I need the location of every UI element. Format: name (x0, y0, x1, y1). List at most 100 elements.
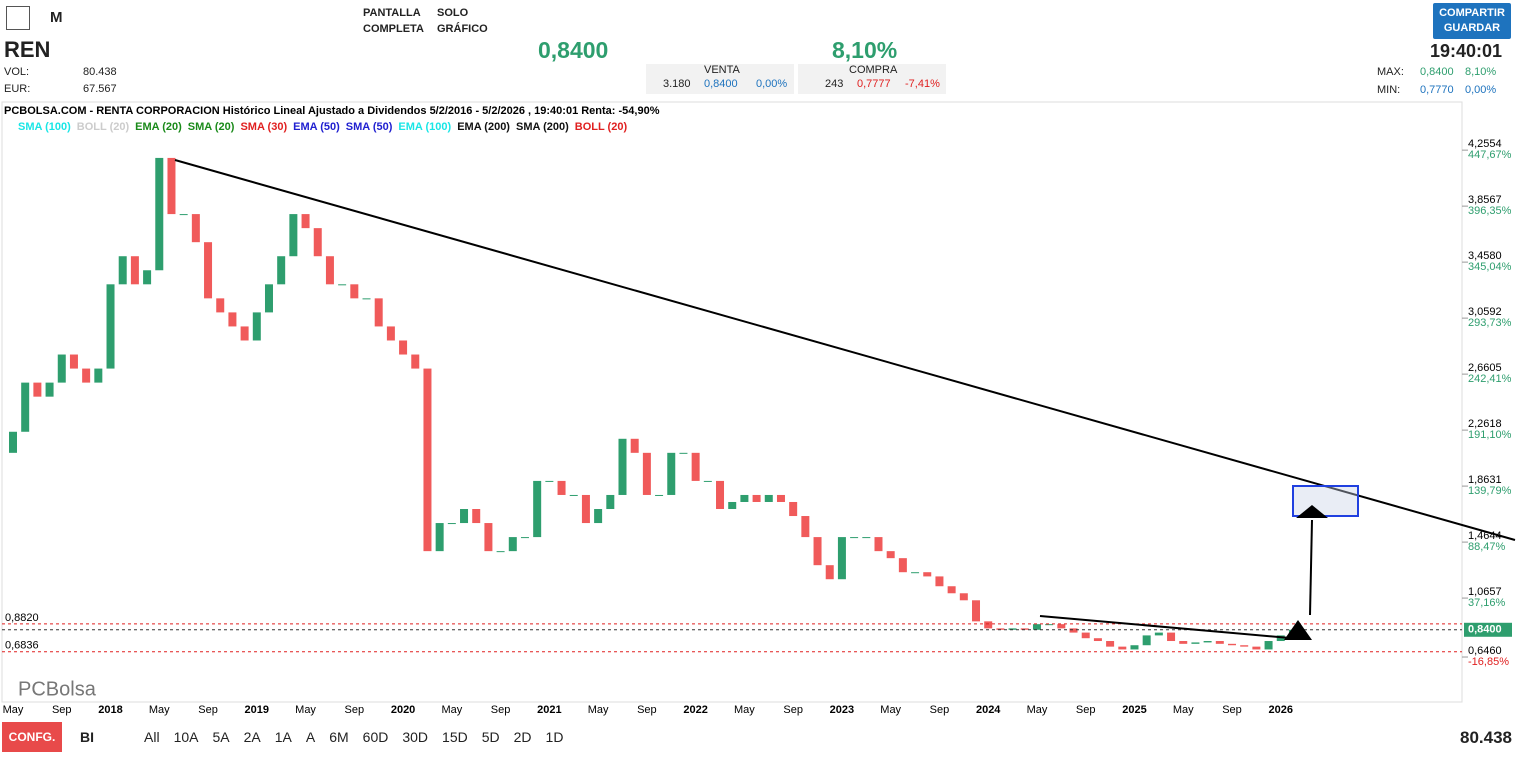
vol: 80.438 (83, 66, 117, 78)
x-tick-label: 2023 (830, 704, 854, 716)
range-button[interactable]: A (305, 729, 316, 745)
y-tick-pct: -16,85% (1468, 656, 1509, 668)
legend-entry: BOLL (20) (77, 121, 130, 133)
y-tick-pct: 447,67% (1468, 149, 1512, 161)
sell-box (646, 64, 794, 94)
candle (1057, 624, 1066, 629)
x-tick-label: May (1027, 704, 1048, 716)
label: SOLO (437, 7, 469, 19)
range-button[interactable]: All (144, 729, 160, 745)
candle (1252, 646, 1261, 650)
y-tick-label: 2,6605 (1468, 362, 1502, 374)
y-tick-pct: 191,10% (1468, 429, 1512, 441)
candle (642, 452, 651, 495)
candle (850, 537, 859, 539)
range-button[interactable]: 2A (243, 729, 261, 745)
candle (1045, 624, 1054, 626)
sell-pct: 0,00% (756, 78, 788, 90)
buy-volume: 243 (825, 78, 844, 90)
legend-entry: EMA (200) (457, 121, 510, 133)
candle (1118, 646, 1127, 650)
candle (240, 326, 249, 341)
range-button[interactable]: 5A (212, 729, 230, 745)
period-button[interactable]: M (50, 9, 63, 26)
candle (191, 214, 200, 243)
label: GUARDAR (1443, 22, 1501, 34)
candle (252, 312, 261, 341)
ticker: REN (4, 37, 51, 62)
candle (1020, 628, 1029, 630)
legend-entry: SMA (200) (516, 121, 569, 133)
x-tick-label: Sep (637, 704, 657, 716)
candle (886, 551, 895, 559)
trend-line (174, 159, 1516, 541)
candle (1142, 635, 1151, 646)
candle (33, 382, 42, 397)
candle (399, 340, 408, 355)
x-tick-label: May (880, 704, 901, 716)
candle (423, 368, 432, 552)
range-button[interactable]: 1A (274, 729, 292, 745)
range-button[interactable]: 15D (442, 729, 468, 745)
candle (21, 382, 30, 432)
label: COMPARTIR (1439, 7, 1505, 19)
sidebar-toggle[interactable] (6, 6, 30, 30)
config-button[interactable]: CONFG. (2, 722, 62, 752)
candle (874, 537, 883, 552)
min-label: MIN: (1377, 84, 1401, 96)
y-tick-label: 2,2618 (1468, 418, 1502, 430)
x-tick-label: May (588, 704, 609, 716)
legend-entry: EMA (50) (293, 121, 340, 133)
mode-button[interactable]: BI (80, 729, 94, 745)
fullscreen-button[interactable]: PANTALLA COMPLETA (363, 5, 424, 37)
legend-entry: SMA (100) (18, 121, 71, 133)
range-button[interactable]: 60D (362, 729, 389, 745)
range-button[interactable]: 10A (173, 729, 199, 745)
sell-label: VENTA (704, 64, 740, 76)
candle (1032, 624, 1041, 630)
range-button[interactable]: 6M (329, 729, 349, 745)
x-tick-label: May (734, 704, 755, 716)
max-label: MAX: (1377, 66, 1404, 78)
x-tick-label: Sep (345, 704, 365, 716)
x-tick-label: 2022 (683, 704, 707, 716)
y-tick-label: 3,4580 (1468, 250, 1502, 262)
range-button[interactable]: 5D (481, 729, 500, 745)
candle (1154, 632, 1163, 636)
x-tick-label: Sep (52, 704, 72, 716)
candle (57, 354, 66, 383)
candle (301, 214, 310, 229)
y-tick-pct: 88,47% (1468, 541, 1506, 553)
candle (569, 494, 578, 496)
range-button[interactable]: 1D (545, 729, 564, 745)
y-tick-label: 3,0592 (1468, 306, 1502, 318)
candle (484, 523, 493, 552)
chart-only-button[interactable]: SOLO GRÁFICO (437, 5, 488, 37)
candle (1008, 628, 1017, 630)
range-button[interactable]: 30D (402, 729, 429, 745)
eur: 67.567 (83, 83, 117, 95)
label: PANTALLA (363, 7, 421, 19)
candle (959, 593, 968, 601)
range-bar: All 10A 5A 2A 1A A 6M 60D 30D 15D 5D 2D 1D (144, 729, 577, 745)
candle (1240, 645, 1249, 647)
y-tick-pct: 345,04% (1468, 261, 1512, 273)
share-button[interactable]: COMPARTIR GUARDAR (1433, 3, 1511, 39)
x-tick-label: Sep (1076, 704, 1096, 716)
target-box (1292, 485, 1359, 517)
y-tick-pct: 242,41% (1468, 373, 1512, 385)
plot-frame (1, 101, 1463, 703)
sell-volume: 3.180 (663, 78, 691, 90)
x-tick-label: May (3, 704, 24, 716)
candle (204, 242, 213, 299)
candle (143, 270, 152, 285)
candle (667, 452, 676, 495)
range-button[interactable]: 2D (513, 729, 532, 745)
sell-price: 0,8400 (704, 78, 738, 90)
y-tick-pct: 293,73% (1468, 317, 1512, 329)
x-tick-label: 2020 (391, 704, 415, 716)
candle (1264, 641, 1273, 650)
chart-title: PCBOLSA.COM - RENTA CORPORACION Históric… (4, 105, 660, 117)
candle (179, 214, 188, 216)
